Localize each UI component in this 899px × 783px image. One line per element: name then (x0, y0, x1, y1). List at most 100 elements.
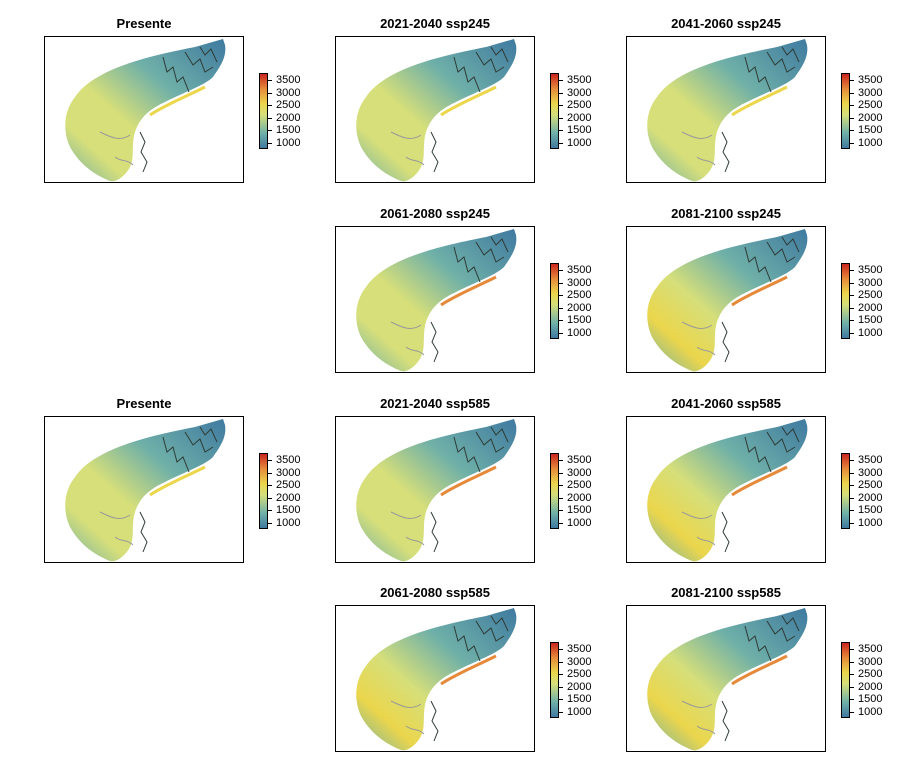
boundary-line (453, 246, 481, 283)
map-raster (356, 39, 517, 182)
legend-tick-label: 1000 (567, 705, 592, 718)
legend-tick (268, 130, 272, 131)
legend-tick (850, 485, 854, 486)
legend-tick-label: 2000 (858, 301, 883, 314)
map-panel-2081-2100-ssp585: 2081-2100 ssp585 3500 3000 2500 2000 1500 1000 (626, 585, 882, 755)
colorbar (550, 73, 559, 149)
panel-title: 2061-2080 ssp245 (380, 206, 490, 221)
panel-title: Presente (116, 16, 172, 31)
legend-tick-label: 1500 (276, 504, 301, 516)
legend-tick-label: 1500 (276, 124, 301, 136)
boundary-line (199, 46, 218, 63)
legend-tick (559, 485, 563, 486)
legend-tick-label: 1500 (858, 124, 883, 136)
coastal-strip (731, 275, 788, 307)
color-legend: 3500 3000 2500 2000 1500 1000 (841, 642, 899, 722)
colorbar (550, 263, 559, 339)
legend-tick (850, 661, 854, 663)
legend-tick-label: 2000 (567, 680, 592, 693)
boundary-line (781, 615, 800, 632)
coastal-strip (440, 275, 497, 307)
region-shape (356, 608, 517, 751)
legend-tick (559, 270, 563, 271)
legend-tick-label: 3500 (567, 454, 592, 466)
colorbar (841, 263, 850, 339)
legend-tick-label: 3500 (858, 454, 883, 466)
map-frame (335, 36, 535, 183)
legend-tick (850, 332, 854, 334)
map-panel-2061-2080-ssp585: 2061-2080 ssp585 3500 3000 2500 2000 1500 1000 (335, 585, 591, 755)
legend-tick (559, 307, 563, 309)
panel-title: Presente (116, 396, 172, 411)
boundary-line (744, 436, 772, 473)
map-raster (356, 229, 517, 372)
legend-tick (559, 320, 563, 321)
grey-boundary-line (390, 131, 425, 166)
legend-tick (559, 699, 563, 700)
map-frame (626, 36, 826, 183)
map-panel-2061-2080-ssp245: 2061-2080 ssp245 3500 3000 2500 2000 1500 1000 (335, 206, 591, 376)
map-frame (335, 226, 535, 373)
legend-tick-label: 3500 (858, 643, 883, 655)
legend-tick-label: 1500 (567, 504, 592, 516)
colorbar (841, 642, 850, 718)
boundary-line (430, 321, 439, 363)
map-raster (647, 419, 808, 562)
panel-title: 2041-2060 ssp245 (671, 16, 781, 31)
region-shape (356, 419, 517, 562)
legend-tick-label: 1000 (567, 136, 592, 149)
map-frame (44, 416, 244, 563)
legend-tick (559, 282, 563, 284)
legend-tick (850, 117, 854, 119)
map-panel-2041-2060-ssp245: 2041-2060 ssp245 3500 3000 2500 2000 1500 1000 (626, 16, 882, 186)
legend-tick (559, 497, 563, 499)
region-shape (647, 419, 808, 562)
coastal-strip (440, 85, 497, 117)
legend-tick (850, 699, 854, 700)
boundary-line (721, 131, 730, 173)
legend-tick-label: 3000 (858, 466, 883, 479)
legend-tick (559, 295, 563, 296)
legend-tick (268, 472, 272, 474)
color-legend: 3500 3000 2500 2000 1500 1000 (550, 73, 610, 153)
boundary-line (139, 511, 148, 553)
boundary-line (766, 431, 796, 453)
boundary-line (430, 131, 439, 173)
legend-tick (268, 80, 272, 81)
coastal-strip (149, 465, 206, 497)
map-panel-2021-2040-ssp245: 2021-2040 ssp245 3500 3000 2500 2000 1500 1000 (335, 16, 591, 186)
legend-tick (559, 649, 563, 650)
legend-tick-label: 3500 (858, 74, 883, 86)
legend-tick (268, 510, 272, 511)
color-legend: 3500 3000 2500 2000 1500 1000 (550, 263, 610, 343)
legend-tick (559, 92, 563, 94)
legend-tick-label: 1000 (276, 136, 301, 149)
boundary-line (490, 46, 509, 63)
legend-tick (850, 295, 854, 296)
colorbar (841, 73, 850, 149)
legend-tick (268, 142, 272, 144)
boundary-line (453, 56, 481, 93)
grey-boundary-line (99, 131, 134, 166)
boundary-line (781, 426, 800, 443)
legend-tick-label: 1000 (276, 516, 301, 529)
legend-tick-label: 3500 (567, 74, 592, 86)
legend-tick-label: 1500 (858, 314, 883, 326)
legend-tick-label: 3000 (567, 655, 592, 668)
legend-tick-label: 1000 (858, 516, 883, 529)
boundary-line (475, 431, 505, 453)
legend-tick-label: 3000 (276, 466, 301, 479)
legend-tick (850, 649, 854, 650)
grey-boundary-line (681, 700, 716, 735)
color-legend: 3500 3000 2500 2000 1500 1000 (259, 73, 319, 153)
legend-tick-label: 2500 (276, 479, 301, 491)
panel-title: 2021-2040 ssp245 (380, 16, 490, 31)
boundary-line (721, 700, 730, 742)
legend-tick-label: 1000 (567, 326, 592, 339)
legend-tick-label: 2500 (858, 99, 883, 111)
legend-tick-label: 2500 (567, 99, 592, 111)
panel-title: 2081-2100 ssp245 (671, 206, 781, 221)
legend-tick (850, 686, 854, 688)
legend-tick (268, 497, 272, 499)
legend-tick-label: 2500 (276, 99, 301, 111)
